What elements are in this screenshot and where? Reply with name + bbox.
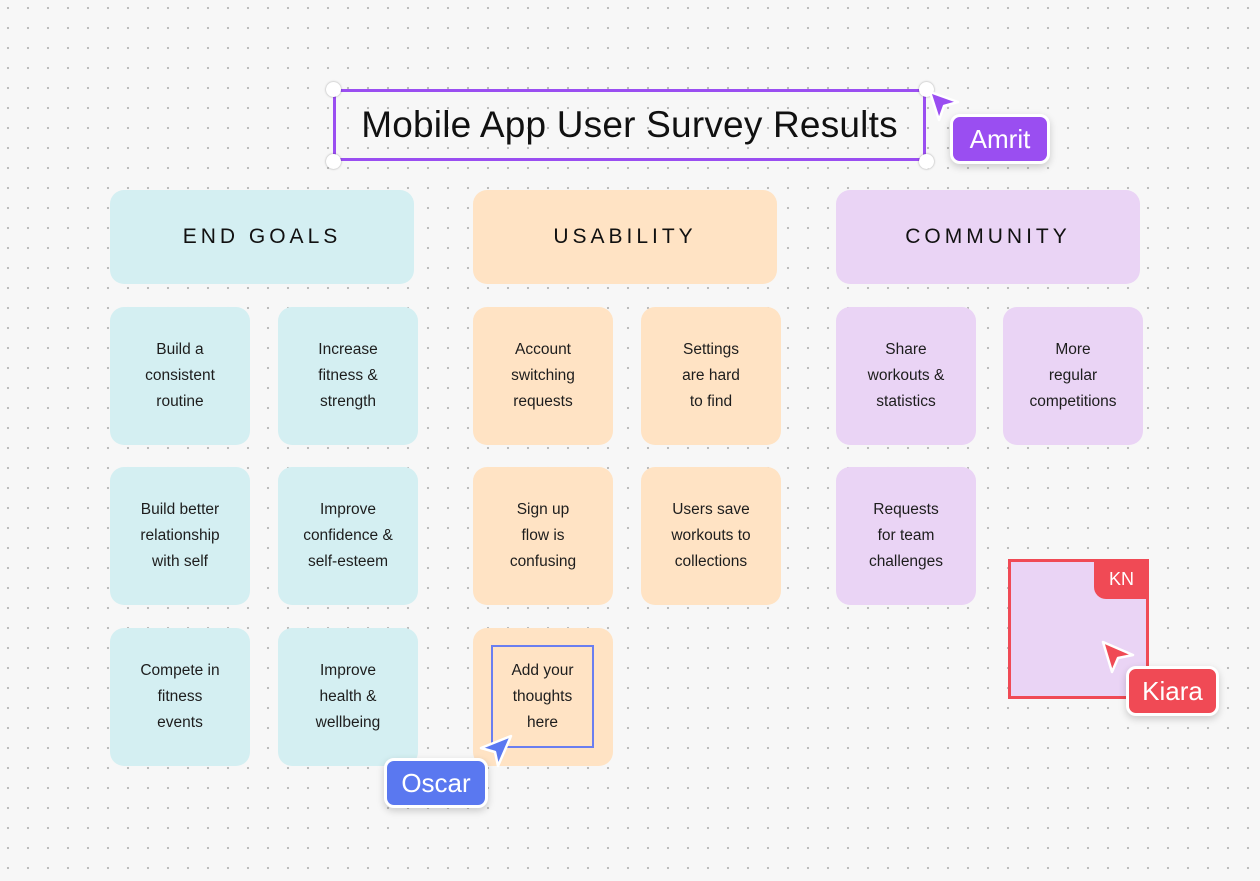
note-text-input[interactable]: Add your thoughts here xyxy=(511,661,574,731)
sticky-note[interactable]: Requests for team challenges xyxy=(836,467,976,605)
sticky-note[interactable]: More regular competitions xyxy=(1003,307,1143,445)
note-text: Increase fitness & strength xyxy=(318,341,378,410)
note-text: Improve health & wellbeing xyxy=(315,662,381,731)
note-text: Build a consistent routine xyxy=(145,341,215,410)
column-header-usability[interactable]: USABILITY xyxy=(473,190,777,284)
sticky-note[interactable]: Increase fitness & strength xyxy=(278,307,418,445)
collaborator-label-oscar: Oscar xyxy=(384,758,488,808)
note-text: Build better relationship with self xyxy=(140,501,220,570)
collaborator-name: Oscar xyxy=(401,767,471,798)
initials-text: KN xyxy=(1108,568,1134,589)
sticky-note[interactable]: Sign up flow is confusing xyxy=(473,467,613,605)
sticky-note[interactable]: Settings are hard to find xyxy=(641,307,781,445)
note-text: Sign up flow is confusing xyxy=(509,501,577,570)
collaborator-name: Amrit xyxy=(969,123,1031,154)
board-title[interactable]: Mobile App User Survey Results xyxy=(361,104,898,145)
header-label: COMMUNITY xyxy=(905,225,1071,248)
header-label: USABILITY xyxy=(553,225,697,248)
text-edit-box[interactable]: Add your thoughts here xyxy=(491,645,594,748)
collaborator-name: Kiara xyxy=(1142,675,1203,706)
collaborator-initials-badge: KN xyxy=(1094,559,1149,599)
note-text: Compete in fitness events xyxy=(140,662,220,731)
amrit-cursor-icon xyxy=(928,90,960,122)
column-header-end-goals[interactable]: END GOALS xyxy=(110,190,414,284)
column-header-community[interactable]: COMMUNITY xyxy=(836,190,1140,284)
note-text: Account switching requests xyxy=(511,341,575,410)
oscar-cursor-icon xyxy=(479,734,513,768)
sticky-note-selected[interactable]: KN xyxy=(1008,559,1149,699)
sticky-note[interactable]: Share workouts & statistics xyxy=(836,307,976,445)
sticky-note[interactable]: Build a consistent routine xyxy=(110,307,250,445)
resize-handle-bottom-right[interactable] xyxy=(919,154,934,169)
note-text: Settings are hard to find xyxy=(682,341,740,410)
sticky-note[interactable]: Build better relationship with self xyxy=(110,467,250,605)
note-text: Requests for team challenges xyxy=(868,501,944,570)
note-text: Share workouts & statistics xyxy=(867,341,945,410)
sticky-note[interactable]: Improve health & wellbeing xyxy=(278,628,418,766)
resize-handle-top-left[interactable] xyxy=(326,82,341,97)
kiara-cursor-icon xyxy=(1101,640,1135,674)
note-text: Improve confidence & self-esteem xyxy=(303,501,393,570)
header-label: END GOALS xyxy=(182,225,342,248)
sticky-note[interactable]: Improve confidence & self-esteem xyxy=(278,467,418,605)
collaborator-label-amrit: Amrit xyxy=(950,114,1050,164)
note-text: Users save workouts to collections xyxy=(671,501,751,570)
sticky-note[interactable]: Users save workouts to collections xyxy=(641,467,781,605)
sticky-note[interactable]: Account switching requests xyxy=(473,307,613,445)
note-text: More regular competitions xyxy=(1029,341,1117,410)
collaborator-label-kiara: Kiara xyxy=(1126,666,1219,716)
board-title-frame[interactable]: Mobile App User Survey Results xyxy=(333,89,926,161)
resize-handle-bottom-left[interactable] xyxy=(326,154,341,169)
sticky-note[interactable]: Compete in fitness events xyxy=(110,628,250,766)
